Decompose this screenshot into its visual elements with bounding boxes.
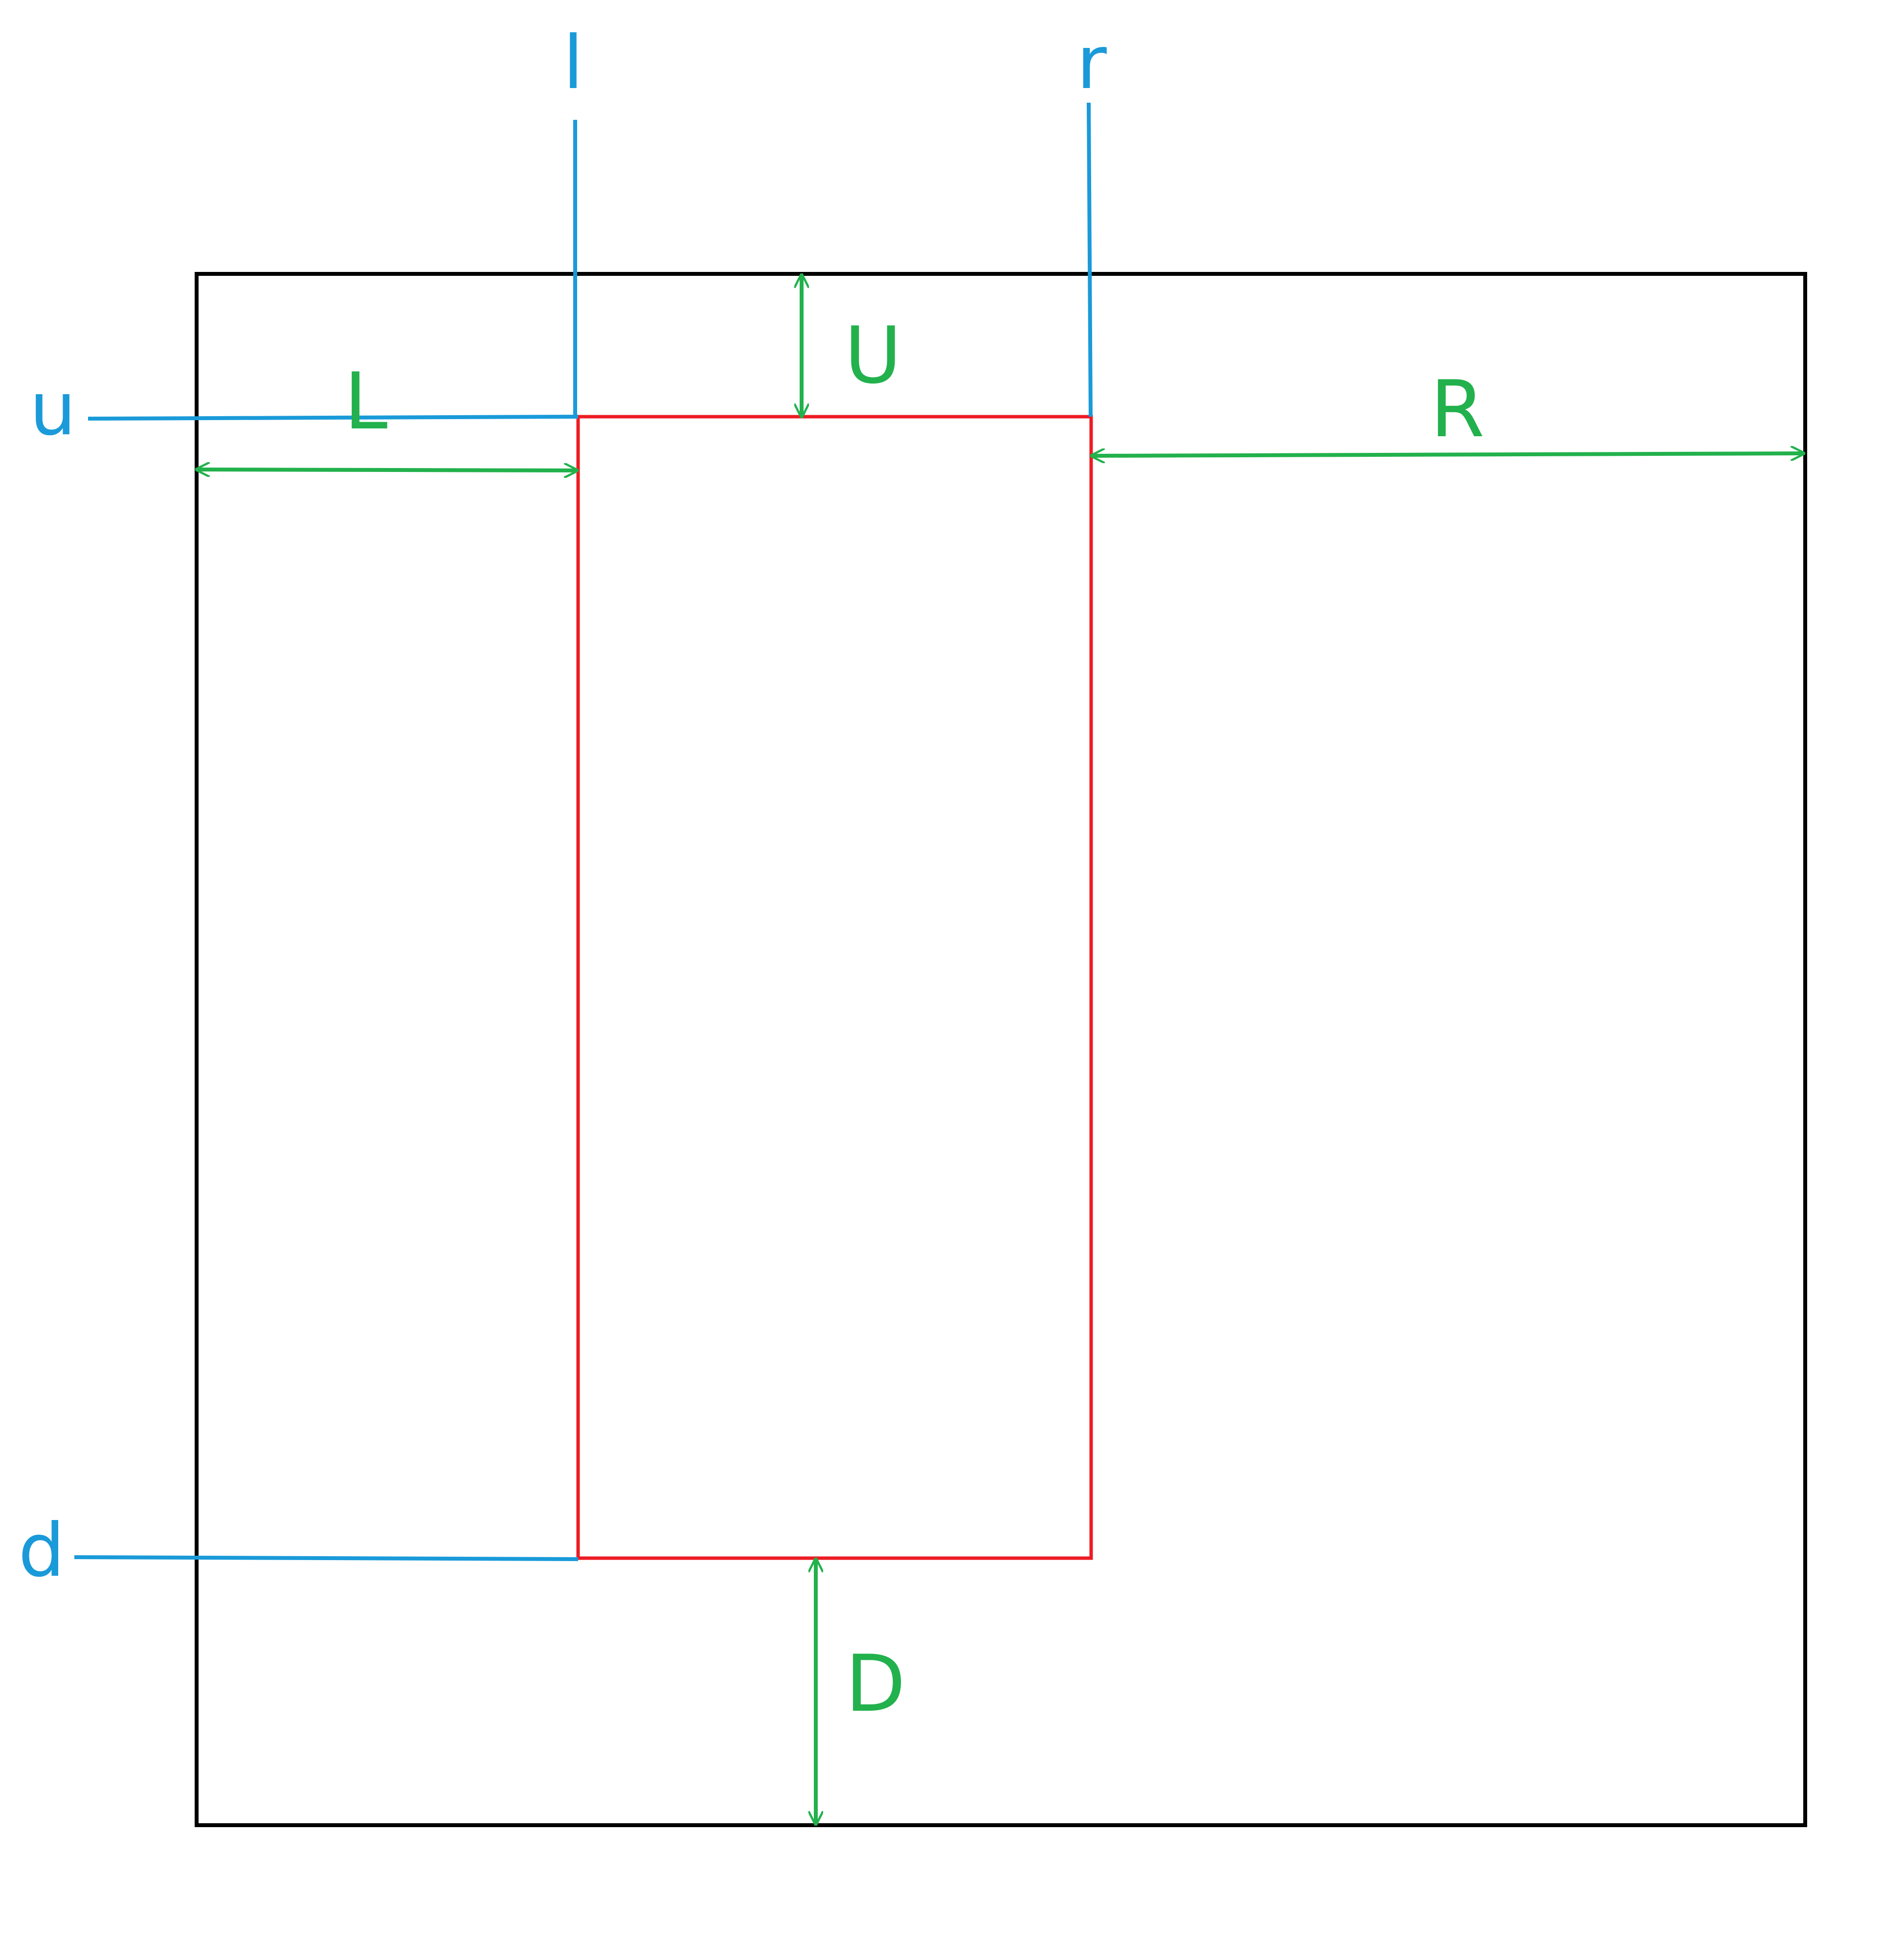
outer-frame <box>195 272 1807 1827</box>
inner-region <box>576 415 1093 1560</box>
guide-label-d: d <box>18 1508 65 1593</box>
dimension-label-left: L <box>344 356 387 447</box>
dimension-arrow-left <box>197 469 577 470</box>
guide-line-r <box>1087 102 1093 417</box>
guide-line-d <box>74 1555 579 1561</box>
guide-label-r: r <box>1076 21 1107 106</box>
dimension-label-down: D <box>845 1638 905 1729</box>
guide-line-u <box>88 415 579 421</box>
guide-label-l: l <box>563 21 583 106</box>
dimension-arrow-right <box>1092 453 1804 456</box>
dimension-label-right: R <box>1430 363 1484 455</box>
dimension-label-up: U <box>844 310 901 401</box>
guide-label-u: u <box>29 367 76 452</box>
